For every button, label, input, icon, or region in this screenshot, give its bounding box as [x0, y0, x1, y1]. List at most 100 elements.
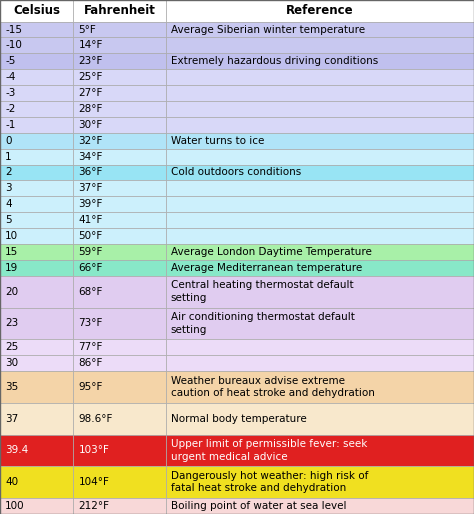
Bar [73, 117, 166, 133]
Bar [73, 212, 166, 228]
Text: 73°F: 73°F [79, 318, 103, 328]
Text: 37: 37 [5, 414, 18, 424]
Text: Fahrenheit: Fahrenheit [84, 4, 155, 17]
Text: 23°F: 23°F [79, 57, 103, 66]
Bar [73, 196, 166, 212]
Bar [73, 53, 166, 69]
Bar [166, 85, 474, 101]
Text: 37°F: 37°F [79, 183, 103, 193]
Bar [166, 339, 474, 355]
Text: 86°F: 86°F [79, 358, 103, 368]
Bar [0, 466, 73, 498]
Bar [0, 403, 73, 434]
Bar [166, 276, 474, 307]
Bar [0, 212, 73, 228]
Text: -1: -1 [5, 120, 15, 130]
Bar [73, 180, 166, 196]
Bar [0, 53, 73, 69]
Bar [166, 371, 474, 403]
Bar [0, 180, 73, 196]
Bar [73, 339, 166, 355]
Text: 39.4: 39.4 [5, 446, 28, 455]
Bar [0, 244, 73, 260]
Text: 68°F: 68°F [79, 287, 103, 297]
Text: 100: 100 [5, 501, 25, 511]
Text: 212°F: 212°F [79, 501, 109, 511]
Text: -15: -15 [5, 25, 22, 34]
Text: -5: -5 [5, 57, 15, 66]
Text: Air conditioning thermostat default
setting: Air conditioning thermostat default sett… [171, 312, 355, 335]
Bar [73, 85, 166, 101]
Bar [166, 244, 474, 260]
Text: 20: 20 [5, 287, 18, 297]
Text: Cold outdoors conditions: Cold outdoors conditions [171, 168, 301, 177]
Bar [0, 22, 73, 38]
Bar [166, 101, 474, 117]
Text: Average Siberian winter temperature: Average Siberian winter temperature [171, 25, 365, 34]
Bar [166, 117, 474, 133]
Text: Dangerously hot weather: high risk of
fatal heat stroke and dehydration: Dangerously hot weather: high risk of fa… [171, 471, 368, 493]
Text: 35: 35 [5, 382, 18, 392]
Bar [0, 196, 73, 212]
Bar [166, 133, 474, 149]
Text: 0: 0 [5, 136, 11, 146]
Bar [0, 371, 73, 403]
Bar [0, 339, 73, 355]
Text: 34°F: 34°F [79, 152, 103, 161]
Bar [166, 466, 474, 498]
Bar [166, 149, 474, 164]
Bar [166, 307, 474, 339]
Bar [73, 466, 166, 498]
Bar [73, 38, 166, 53]
Bar [166, 38, 474, 53]
Text: 103°F: 103°F [79, 446, 109, 455]
Bar [73, 403, 166, 434]
Bar [166, 22, 474, 38]
Bar [73, 149, 166, 164]
Text: 19: 19 [5, 263, 18, 273]
Bar [0, 434, 73, 466]
Text: 32°F: 32°F [79, 136, 103, 146]
Bar [0, 276, 73, 307]
Bar [0, 38, 73, 53]
Bar [73, 22, 166, 38]
Bar [166, 260, 474, 276]
Text: 59°F: 59°F [79, 247, 103, 257]
Text: -4: -4 [5, 72, 15, 82]
Bar [73, 0, 166, 22]
Text: Celsius: Celsius [13, 4, 60, 17]
Text: Normal body temperature: Normal body temperature [171, 414, 307, 424]
Text: 30°F: 30°F [79, 120, 103, 130]
Bar [0, 307, 73, 339]
Bar [73, 164, 166, 180]
Text: 36°F: 36°F [79, 168, 103, 177]
Bar [166, 228, 474, 244]
Text: 66°F: 66°F [79, 263, 103, 273]
Text: 14°F: 14°F [79, 41, 103, 50]
Text: Upper limit of permissible fever: seek
urgent medical advice: Upper limit of permissible fever: seek u… [171, 439, 367, 462]
Text: Average London Daytime Temperature: Average London Daytime Temperature [171, 247, 372, 257]
Bar [166, 69, 474, 85]
Text: 15: 15 [5, 247, 18, 257]
Bar [0, 355, 73, 371]
Bar [73, 244, 166, 260]
Bar [0, 85, 73, 101]
Text: 5°F: 5°F [79, 25, 96, 34]
Text: Weather bureaux advise extreme
caution of heat stroke and dehydration: Weather bureaux advise extreme caution o… [171, 376, 375, 398]
Text: 1: 1 [5, 152, 12, 161]
Bar [73, 355, 166, 371]
Bar [0, 149, 73, 164]
Text: 28°F: 28°F [79, 104, 103, 114]
Bar [0, 69, 73, 85]
Bar [0, 117, 73, 133]
Text: 25: 25 [5, 342, 18, 352]
Bar [73, 434, 166, 466]
Bar [0, 164, 73, 180]
Bar [166, 164, 474, 180]
Text: Average Mediterranean temperature: Average Mediterranean temperature [171, 263, 362, 273]
Text: 5: 5 [5, 215, 12, 225]
Text: 50°F: 50°F [79, 231, 103, 241]
Bar [0, 498, 73, 514]
Bar [0, 0, 73, 22]
Bar [73, 276, 166, 307]
